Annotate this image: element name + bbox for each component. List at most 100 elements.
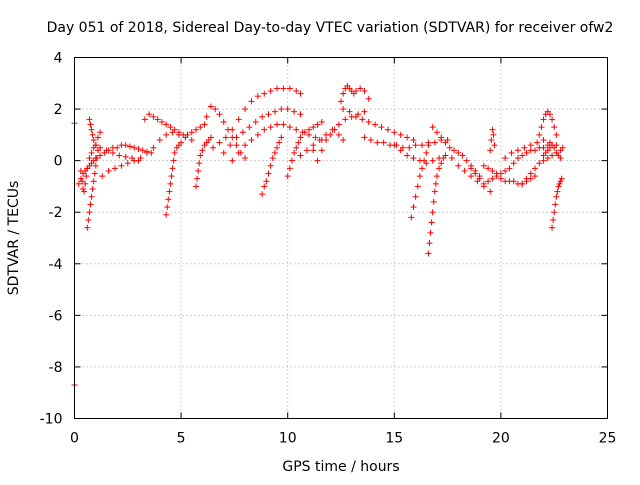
y-tick-label: 4: [54, 51, 63, 67]
data-point: [312, 134, 319, 141]
data-point: [540, 137, 547, 144]
data-point: [163, 211, 170, 218]
data-point: [265, 170, 272, 177]
data-point: [532, 165, 539, 172]
data-point: [552, 201, 559, 208]
data-point: [338, 98, 344, 105]
data-point: [412, 193, 419, 200]
data-point: [367, 137, 374, 144]
series-arc-g: [141, 111, 208, 138]
data-point: [246, 124, 253, 131]
data-point: [440, 155, 447, 162]
data-point: [124, 160, 131, 167]
data-point: [352, 88, 359, 95]
data-point: [391, 129, 398, 136]
data-point: [90, 178, 97, 185]
y-tick-labels: -10 -8 -6 -4 -2 0 2 4: [40, 51, 63, 428]
data-point: [175, 129, 182, 136]
data-point: [220, 118, 227, 125]
data-point: [165, 196, 172, 203]
data-point: [323, 137, 330, 144]
series-arc-d: [86, 116, 104, 149]
data-point: [480, 162, 487, 169]
data-point: [141, 116, 148, 123]
data-point: [310, 124, 317, 131]
data-point: [510, 160, 517, 167]
data-point: [229, 126, 236, 133]
data-point: [461, 167, 468, 174]
data-point: [361, 108, 368, 115]
data-point: [77, 175, 84, 182]
series-arc-r: [338, 82, 372, 105]
data-point: [425, 142, 432, 149]
data-point: [519, 180, 526, 187]
data-point: [267, 124, 274, 131]
data-point: [523, 149, 530, 156]
data-point: [188, 137, 195, 144]
x-tick-label: 10: [279, 431, 297, 447]
series-arc-y: [468, 165, 539, 187]
data-point: [94, 134, 101, 141]
data-point: [556, 180, 563, 187]
data-point: [167, 180, 174, 187]
data-point: [431, 139, 438, 146]
series-arc-h: [163, 139, 185, 218]
x-tick-label: 15: [385, 431, 403, 447]
data-point: [92, 155, 99, 162]
data-point: [90, 137, 97, 144]
data-point: [318, 147, 325, 154]
data-point: [203, 113, 210, 120]
y-tick-label: 2: [54, 102, 63, 118]
data-point: [410, 137, 417, 144]
data-point: [267, 162, 274, 169]
data-point: [488, 137, 495, 144]
data-point: [122, 153, 129, 160]
data-point: [374, 139, 381, 146]
data-point: [410, 155, 417, 162]
data-point: [523, 175, 530, 182]
data-point: [278, 106, 285, 113]
axis-ticks: [74, 57, 608, 419]
data-point: [310, 142, 317, 149]
data-point: [455, 162, 462, 169]
data-point: [75, 180, 82, 187]
data-point: [340, 106, 347, 113]
data-point: [91, 170, 98, 177]
data-point: [297, 152, 304, 159]
data-point: [254, 131, 261, 138]
data-point: [352, 113, 359, 120]
data-point: [357, 85, 364, 92]
grid: [74, 57, 608, 419]
data-point: [540, 157, 547, 164]
data-point: [171, 149, 178, 156]
data-point: [497, 175, 504, 182]
data-point: [286, 165, 293, 172]
data-point: [239, 129, 246, 136]
data-point: [291, 149, 298, 156]
data-point: [536, 160, 543, 167]
data-point: [412, 142, 419, 149]
data-point: [532, 173, 539, 180]
data-point: [269, 155, 276, 162]
series-arc-e: [75, 142, 155, 187]
data-point: [549, 152, 556, 159]
series-arc-c: [84, 147, 101, 231]
data-point: [195, 167, 202, 174]
data-point: [476, 175, 483, 182]
data-point: [301, 129, 308, 136]
data-point: [259, 191, 266, 198]
data-point: [178, 139, 185, 146]
data-point: [193, 183, 200, 190]
data-point: [150, 144, 157, 151]
data-point: [84, 224, 91, 231]
data-point: [384, 126, 391, 133]
data-point: [487, 147, 494, 154]
data-point: [534, 139, 541, 146]
data-point: [193, 126, 200, 133]
plot-frame: [74, 57, 608, 419]
data-point: [491, 142, 498, 149]
data-point: [297, 111, 304, 118]
data-point: [295, 139, 302, 146]
data-point: [171, 126, 178, 133]
